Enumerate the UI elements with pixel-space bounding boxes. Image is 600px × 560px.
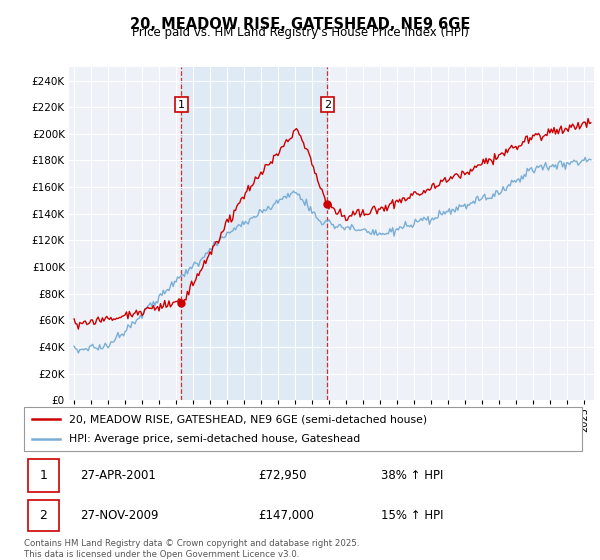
Text: 27-NOV-2009: 27-NOV-2009 (80, 509, 158, 522)
Text: 20, MEADOW RISE, GATESHEAD, NE9 6GE: 20, MEADOW RISE, GATESHEAD, NE9 6GE (130, 17, 470, 32)
Text: 2: 2 (323, 100, 331, 110)
Text: 27-APR-2001: 27-APR-2001 (80, 469, 155, 482)
Text: 20, MEADOW RISE, GATESHEAD, NE9 6GE (semi-detached house): 20, MEADOW RISE, GATESHEAD, NE9 6GE (sem… (68, 414, 427, 424)
Text: 1: 1 (178, 100, 185, 110)
Text: 2: 2 (40, 509, 47, 522)
Text: £72,950: £72,950 (259, 469, 307, 482)
FancyBboxPatch shape (28, 500, 59, 531)
Text: 15% ↑ HPI: 15% ↑ HPI (381, 509, 443, 522)
FancyBboxPatch shape (28, 459, 59, 492)
Text: 38% ↑ HPI: 38% ↑ HPI (381, 469, 443, 482)
Text: Price paid vs. HM Land Registry's House Price Index (HPI): Price paid vs. HM Land Registry's House … (131, 26, 469, 39)
Text: Contains HM Land Registry data © Crown copyright and database right 2025.
This d: Contains HM Land Registry data © Crown c… (24, 539, 359, 559)
Text: 1: 1 (40, 469, 47, 482)
Text: HPI: Average price, semi-detached house, Gateshead: HPI: Average price, semi-detached house,… (68, 434, 360, 444)
Bar (181, 67, 327, 400)
Text: £147,000: £147,000 (259, 509, 314, 522)
